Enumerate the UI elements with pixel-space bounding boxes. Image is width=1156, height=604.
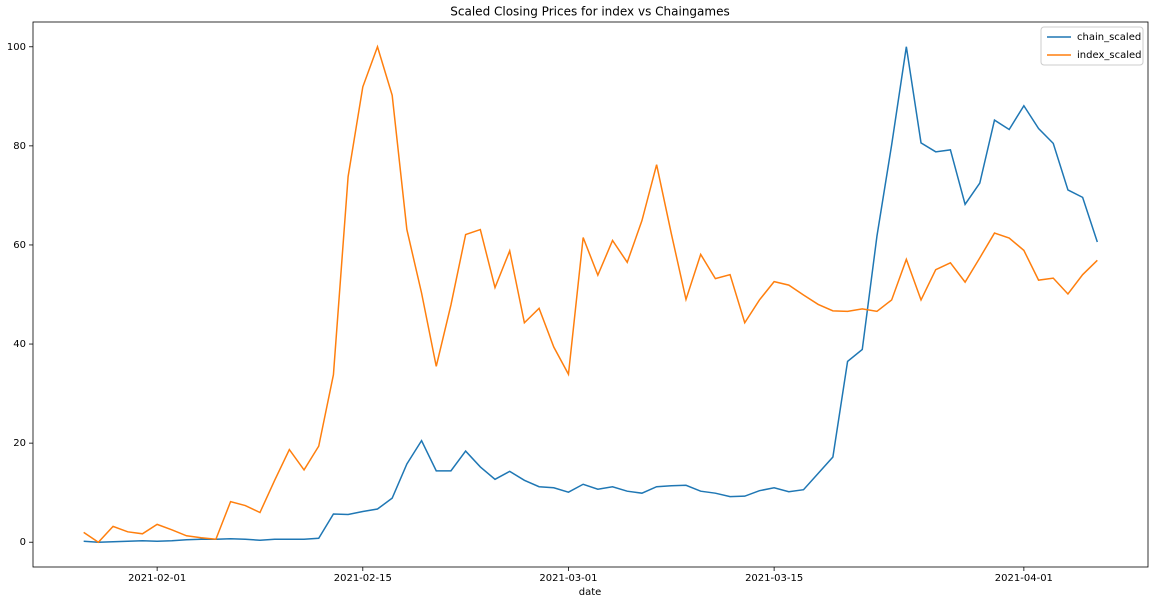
chart-title: Scaled Closing Prices for index vs Chain… [450, 5, 729, 19]
y-tick-label: 40 [13, 339, 26, 350]
y-tick-label: 20 [13, 438, 26, 449]
x-axis-label: date [579, 587, 602, 598]
x-tick-label: 2021-02-01 [128, 573, 186, 584]
axes-frame [32, 21, 1149, 568]
legend-label: chain_scaled [1077, 32, 1141, 43]
x-tick-label: 2021-04-01 [995, 573, 1053, 584]
line-series [83, 46, 1099, 543]
x-tick-label: 2021-03-15 [745, 573, 803, 584]
y-tick-label: 100 [7, 42, 26, 53]
legend-label: index_scaled [1077, 50, 1141, 61]
x-tick-label: 2021-02-15 [334, 573, 392, 584]
line-series [83, 44, 1098, 544]
y-tick-label: 80 [13, 141, 26, 152]
y-tick-label: 0 [20, 537, 26, 548]
y-tick-label: 60 [13, 240, 26, 251]
x-tick-label: 2021-03-01 [539, 573, 597, 584]
